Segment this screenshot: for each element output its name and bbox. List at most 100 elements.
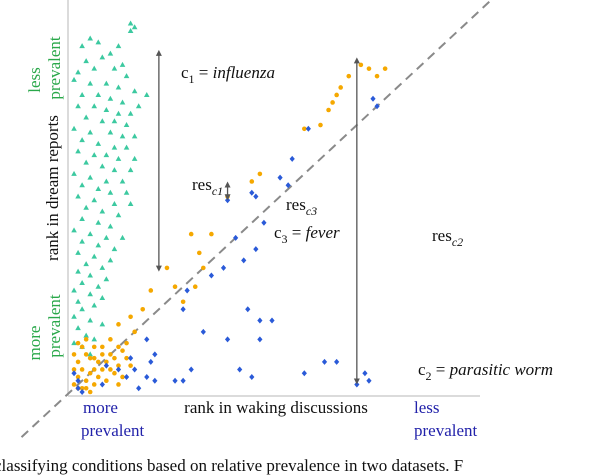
triangle-point-0-99	[91, 336, 98, 342]
circle-point-1-19	[172, 284, 178, 290]
diamond-point-2-11	[253, 246, 259, 253]
triangle-point-0-64	[127, 201, 134, 206]
diamond-point-2-49	[148, 358, 154, 365]
diamond-point-2-22	[257, 336, 263, 343]
circle-point-1-8	[330, 100, 335, 105]
triangle-point-0-6	[107, 50, 114, 56]
annotation-c3: c3 = fever	[274, 223, 340, 246]
residual-label-c1: resc1	[192, 175, 223, 198]
triangle-point-0-34	[123, 122, 130, 128]
triangle-point-0-38	[119, 133, 126, 139]
triangle-point-0-76	[95, 242, 102, 248]
triangle-point-0-19	[131, 88, 138, 94]
triangle-point-0-82	[99, 264, 106, 270]
circle-point-1-16	[196, 250, 202, 256]
triangle-point-0-13	[111, 65, 118, 71]
triangle-point-0-15	[71, 76, 77, 82]
circle-point-1-67	[124, 340, 129, 346]
circle-point-1-32	[95, 359, 101, 365]
triangle-point-0-73	[103, 234, 110, 240]
diamond-point-2-14	[208, 272, 214, 279]
residual-arrowhead-top-c1	[155, 49, 162, 56]
diamond-point-2-19	[269, 317, 275, 324]
diamond-point-2-25	[128, 355, 134, 362]
circle-point-1-3	[374, 73, 380, 79]
x-start-label-line2: prevalent	[81, 421, 145, 440]
diamond-point-2-1	[374, 103, 380, 110]
residual-label-c3: resc3	[286, 195, 317, 218]
triangle-point-0-98	[83, 332, 89, 338]
diagonal-reference-line	[20, 0, 493, 438]
circle-point-1-51	[75, 359, 81, 365]
triangle-point-0-92	[91, 302, 98, 308]
triangle-point-0-31	[83, 114, 89, 120]
triangle-point-0-26	[103, 107, 110, 112]
triangle-point-0-56	[119, 178, 126, 184]
triangle-point-0-54	[87, 174, 93, 180]
orange-circle-series	[71, 62, 388, 395]
triangle-point-0-1	[131, 24, 138, 30]
triangle-point-0-90	[99, 295, 106, 300]
triangle-point-0-91	[75, 298, 81, 304]
triangle-point-0-67	[115, 212, 122, 218]
triangle-point-0-93	[79, 306, 85, 312]
circle-point-1-61	[104, 378, 109, 384]
circle-point-1-39	[83, 352, 89, 357]
circle-point-1-20	[164, 265, 170, 271]
diamond-point-2-15	[184, 287, 190, 294]
triangle-point-0-49	[83, 159, 89, 165]
circle-point-1-24	[128, 314, 133, 320]
residual-arrowhead-bottom-c1	[155, 265, 162, 272]
triangle-point-0-24	[75, 103, 81, 109]
diamond-point-2-27	[152, 377, 158, 384]
diamond-point-2-32	[188, 366, 194, 373]
blue-diamond-series	[71, 95, 380, 395]
diamond-point-2-5	[285, 182, 291, 189]
circle-point-1-14	[209, 231, 214, 237]
y-end-label-line1: less	[25, 67, 44, 93]
circle-point-1-37	[120, 374, 125, 380]
triangle-point-0-41	[95, 140, 102, 146]
diamond-point-2-23	[144, 336, 150, 343]
triangle-point-0-12	[91, 65, 98, 71]
circle-point-1-46	[83, 378, 89, 384]
triangle-point-0-36	[87, 129, 93, 135]
triangle-point-0-69	[95, 219, 102, 225]
diamond-point-2-4	[277, 174, 283, 181]
triangle-point-0-11	[75, 69, 81, 75]
triangle-point-0-40	[79, 137, 85, 143]
circle-point-1-64	[112, 355, 117, 361]
diamond-point-2-45	[103, 362, 109, 369]
triangle-point-0-95	[87, 317, 93, 323]
figure-caption: classifying conditions based on relative…	[0, 456, 464, 475]
diamond-point-2-34	[249, 373, 255, 380]
diamond-point-2-21	[224, 336, 231, 343]
circle-point-1-28	[100, 344, 105, 350]
diamond-point-2-31	[136, 385, 142, 392]
triangle-point-0-89	[87, 291, 93, 297]
triangle-point-0-72	[87, 231, 93, 237]
triangle-point-0-97	[75, 325, 81, 331]
circle-point-1-53	[71, 352, 77, 357]
residual-arrowhead-bottom-c3	[224, 194, 231, 201]
circle-point-1-11	[257, 171, 263, 177]
y-start-label-line2: prevalent	[45, 294, 64, 358]
diamond-point-2-18	[257, 317, 263, 324]
circle-point-1-29	[116, 344, 121, 350]
triangle-point-0-18	[115, 84, 122, 90]
circle-point-1-57	[100, 352, 105, 357]
triangle-point-0-84	[87, 272, 93, 278]
triangle-point-0-4	[95, 39, 102, 45]
diamond-point-2-12	[241, 257, 247, 264]
triangle-point-0-78	[75, 249, 81, 255]
circle-point-1-43	[87, 370, 93, 376]
triangle-point-0-22	[107, 95, 114, 101]
diamond-point-2-30	[99, 381, 105, 388]
triangle-point-0-88	[71, 287, 77, 293]
circle-point-1-9	[302, 126, 307, 132]
circle-point-1-26	[116, 322, 121, 327]
diamond-point-2-10	[233, 234, 239, 241]
triangle-point-0-46	[103, 152, 110, 158]
